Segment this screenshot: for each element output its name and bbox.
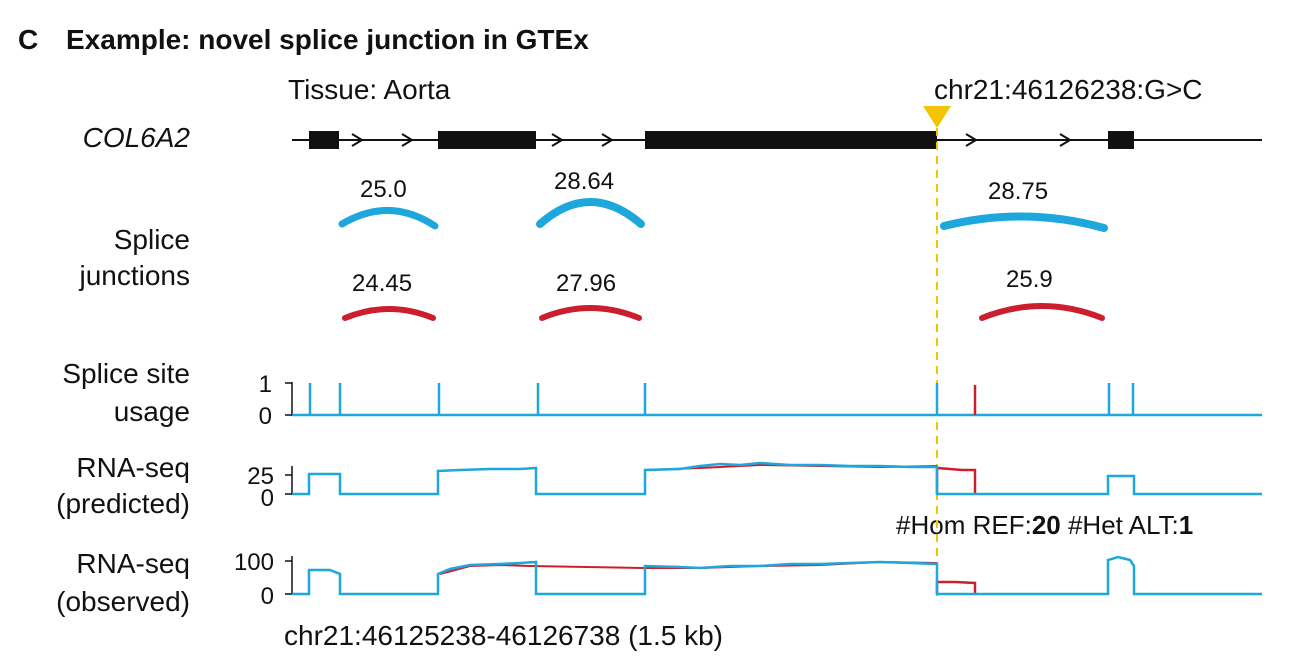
observed-coverage-ref <box>292 555 1262 596</box>
strand-arrow-icon <box>401 133 414 147</box>
junction-arc-ref-1 <box>338 207 439 230</box>
predicted-tick-25: 25 <box>247 463 274 490</box>
hom-ref-label: #Hom REF: <box>896 510 1032 540</box>
predicted-coverage-ref <box>292 461 1262 496</box>
predicted-tick-0: 0 <box>261 485 274 512</box>
strand-arrows <box>351 133 1072 147</box>
observed-tick-0: 0 <box>261 583 274 610</box>
genotype-counts: #Hom REF:20 #Het ALT:1 <box>896 510 1193 541</box>
strand-arrow-icon <box>601 133 614 147</box>
junction-arcs <box>338 198 1108 321</box>
junction-ref-value-2: 28.64 <box>554 168 615 195</box>
junction-alt-value-1: 24.45 <box>352 270 413 297</box>
panel-letter: C <box>18 24 39 55</box>
splice-site-usage-label-line2: usage <box>113 396 190 427</box>
usage-spikes <box>308 383 1135 415</box>
variant-label: chr21:46126238:G>C <box>934 74 1203 105</box>
gene-model <box>292 131 1262 149</box>
het-alt-count: 1 <box>1178 510 1194 540</box>
observed-coverage-alt <box>935 580 977 594</box>
junction-arc-alt-1 <box>342 306 436 321</box>
strand-arrow-icon <box>551 133 564 147</box>
usage-tick-1: 1 <box>259 371 272 398</box>
exon-3 <box>645 131 937 149</box>
strand-arrow-icon <box>351 133 364 147</box>
junction-ref-value-1: 25.0 <box>360 176 407 203</box>
exon-1 <box>309 131 339 149</box>
region-label: chr21:46125238-46126738 (1.5 kb) <box>284 620 724 651</box>
rna-observed-track: 100 0 <box>234 549 1262 610</box>
junction-alt-value-2: 27.96 <box>556 270 617 297</box>
strand-arrow-icon <box>965 133 978 147</box>
rna-observed-label-line1: RNA-seq <box>76 548 190 579</box>
hom-ref-count: 20 <box>1031 510 1061 540</box>
gene-name-label: COL6A2 <box>82 122 190 153</box>
splice-junctions-label-line2: junctions <box>79 260 190 291</box>
junction-arc-ref-2 <box>536 198 645 228</box>
rna-observed-label-line2: (observed) <box>56 586 190 617</box>
tissue-label: Tissue: Aorta <box>288 74 451 105</box>
exon-4 <box>1108 131 1134 149</box>
observed-tick-100: 100 <box>234 549 274 576</box>
splice-junctions-label-line1: Splice <box>113 224 190 255</box>
rna-predicted-label-line2: (predicted) <box>56 488 190 519</box>
splice-site-usage-label-line1: Splice site <box>62 358 190 389</box>
usage-tick-0: 0 <box>259 403 272 430</box>
predicted-coverage-alt <box>935 466 977 494</box>
splice-site-usage-track: 1 0 <box>259 371 1262 430</box>
junction-ref-value-3: 28.75 <box>988 178 1049 205</box>
het-alt-label: #Het ALT: <box>1067 510 1179 540</box>
exon-2 <box>438 131 536 149</box>
panel-title: Example: novel splice junction in GTEx <box>66 24 589 55</box>
rna-predicted-label-line1: RNA-seq <box>76 452 190 483</box>
junction-alt-value-3: 25.9 <box>1006 266 1053 293</box>
junction-arc-alt-3 <box>979 303 1105 321</box>
variant-marker-icon <box>923 106 951 128</box>
junction-arc-ref-3 <box>940 212 1108 232</box>
junction-arc-alt-2 <box>539 305 642 321</box>
rna-predicted-track: 25 0 <box>247 461 1262 512</box>
strand-arrow-icon <box>1059 133 1072 147</box>
